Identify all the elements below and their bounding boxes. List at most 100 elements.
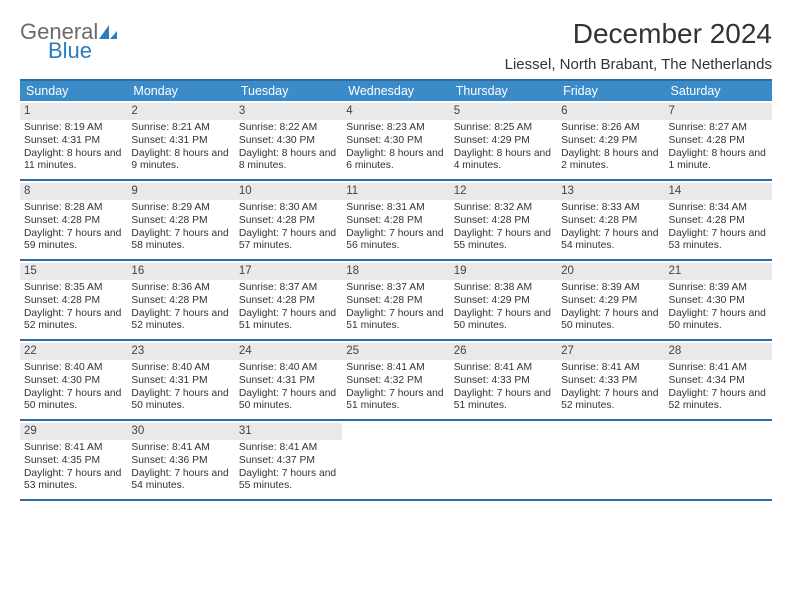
day-number-row: 31 [235, 423, 342, 440]
daylight-text: Daylight: 7 hours and 50 minutes. [561, 308, 660, 334]
sunset-text: Sunset: 4:31 PM [131, 375, 230, 388]
daylight-text: Daylight: 8 hours and 8 minutes. [239, 148, 338, 174]
day-of-week-cell: Monday [127, 81, 234, 101]
daylight-text: Daylight: 7 hours and 50 minutes. [669, 308, 768, 334]
calendar-day: 14Sunrise: 8:34 AMSunset: 4:28 PMDayligh… [665, 181, 772, 259]
sunrise-text: Sunrise: 8:23 AM [346, 122, 445, 135]
calendar-day: 23Sunrise: 8:40 AMSunset: 4:31 PMDayligh… [127, 341, 234, 419]
sunset-text: Sunset: 4:29 PM [454, 135, 553, 148]
day-number: 29 [24, 425, 37, 437]
sunrise-text: Sunrise: 8:40 AM [131, 362, 230, 375]
sunrise-text: Sunrise: 8:33 AM [561, 202, 660, 215]
day-number-row: 12 [450, 183, 557, 200]
daylight-text: Daylight: 7 hours and 51 minutes. [239, 308, 338, 334]
day-number: 13 [561, 185, 574, 197]
calendar-day: 4Sunrise: 8:23 AMSunset: 4:30 PMDaylight… [342, 101, 449, 179]
daylight-text: Daylight: 7 hours and 57 minutes. [239, 228, 338, 254]
calendar-day: 5Sunrise: 8:25 AMSunset: 4:29 PMDaylight… [450, 101, 557, 179]
calendar-day: 25Sunrise: 8:41 AMSunset: 4:32 PMDayligh… [342, 341, 449, 419]
sunset-text: Sunset: 4:30 PM [669, 295, 768, 308]
sunset-text: Sunset: 4:35 PM [24, 455, 123, 468]
day-number-row: 29 [20, 423, 127, 440]
day-number-row: 2 [127, 103, 234, 120]
calendar-day: 16Sunrise: 8:36 AMSunset: 4:28 PMDayligh… [127, 261, 234, 339]
day-number: 23 [131, 345, 144, 357]
daylight-text: Daylight: 7 hours and 52 minutes. [131, 308, 230, 334]
day-of-week-cell: Tuesday [235, 81, 342, 101]
daylight-text: Daylight: 7 hours and 56 minutes. [346, 228, 445, 254]
daylight-text: Daylight: 7 hours and 53 minutes. [24, 468, 123, 494]
daylight-text: Daylight: 7 hours and 51 minutes. [346, 388, 445, 414]
day-number: 28 [669, 345, 682, 357]
logo: General Blue [20, 18, 118, 62]
calendar-day: 17Sunrise: 8:37 AMSunset: 4:28 PMDayligh… [235, 261, 342, 339]
calendar-day: 12Sunrise: 8:32 AMSunset: 4:28 PMDayligh… [450, 181, 557, 259]
calendar: SundayMondayTuesdayWednesdayThursdayFrid… [20, 79, 772, 501]
sunset-text: Sunset: 4:30 PM [239, 135, 338, 148]
daylight-text: Daylight: 7 hours and 52 minutes. [669, 388, 768, 414]
sunset-text: Sunset: 4:33 PM [454, 375, 553, 388]
sunrise-text: Sunrise: 8:22 AM [239, 122, 338, 135]
logo-sail-icon [98, 23, 118, 44]
sunset-text: Sunset: 4:36 PM [131, 455, 230, 468]
sunrise-text: Sunrise: 8:35 AM [24, 282, 123, 295]
day-number-row: 7 [665, 103, 772, 120]
logo-line2: Blue [48, 41, 118, 62]
day-number-row: 20 [557, 263, 664, 280]
calendar-day [557, 421, 664, 499]
daylight-text: Daylight: 7 hours and 55 minutes. [454, 228, 553, 254]
sunset-text: Sunset: 4:28 PM [561, 215, 660, 228]
day-number-row: 22 [20, 343, 127, 360]
calendar-week: 22 Sunrise: 8:40 AM Sunset: 4:30 PM Dayligh… [20, 341, 772, 421]
sunrise-text: Sunrise: 8:29 AM [131, 202, 230, 215]
daylight-text: Daylight: 8 hours and 9 minutes. [131, 148, 230, 174]
day-number: 11 [346, 185, 358, 197]
day-number: 20 [561, 265, 574, 277]
sunset-text: Sunset: 4:29 PM [454, 295, 553, 308]
day-number-row: 11 [342, 183, 449, 200]
daylight-text: Daylight: 7 hours and 54 minutes. [131, 468, 230, 494]
day-number-row: 23 [127, 343, 234, 360]
calendar-day [342, 421, 449, 499]
sunset-text: Sunset: 4:29 PM [561, 295, 660, 308]
day-number-row: 16 [127, 263, 234, 280]
day-number: 15 [24, 265, 37, 277]
day-number: 30 [131, 425, 144, 437]
day-of-week-cell: Sunday [20, 81, 127, 101]
sunset-text: Sunset: 4:28 PM [669, 215, 768, 228]
sunrise-text: Sunrise: 8:31 AM [346, 202, 445, 215]
sunrise-text: Sunrise: 8:41 AM [454, 362, 553, 375]
daylight-text: Daylight: 8 hours and 1 minute. [669, 148, 768, 174]
calendar-week: 15Sunrise: 8:35 AMSunset: 4:28 PMDayligh… [20, 261, 772, 341]
day-number-row: 18 [342, 263, 449, 280]
day-number-row: 9 [127, 183, 234, 200]
day-of-week-row: SundayMondayTuesdayWednesdayThursdayFrid… [20, 81, 772, 101]
day-number: 10 [239, 185, 252, 197]
day-number: 8 [24, 185, 30, 197]
day-number-row: 6 [557, 103, 664, 120]
daylight-text: Daylight: 8 hours and 2 minutes. [561, 148, 660, 174]
calendar-day: 2Sunrise: 8:21 AMSunset: 4:31 PMDaylight… [127, 101, 234, 179]
day-number: 24 [239, 345, 252, 357]
sunset-text: Sunset: 4:30 PM [24, 375, 123, 388]
page-title: December 2024 [505, 18, 772, 50]
calendar-day: 20Sunrise: 8:39 AMSunset: 4:29 PMDayligh… [557, 261, 664, 339]
day-number: 2 [131, 105, 137, 117]
sunrise-text: Sunrise: 8:37 AM [346, 282, 445, 295]
sunset-text: Sunset: 4:32 PM [346, 375, 445, 388]
sunset-text: Sunset: 4:29 PM [561, 135, 660, 148]
calendar-day: 19Sunrise: 8:38 AMSunset: 4:29 PMDayligh… [450, 261, 557, 339]
day-number: 25 [346, 345, 359, 357]
calendar-day: 21Sunrise: 8:39 AMSunset: 4:30 PMDayligh… [665, 261, 772, 339]
day-number-row: 28 [665, 343, 772, 360]
sunrise-text: Sunrise: 8:21 AM [131, 122, 230, 135]
day-number: 26 [454, 345, 467, 357]
day-number-row: 26 [450, 343, 557, 360]
sunrise-text: Sunrise: 8:41 AM [239, 442, 338, 455]
calendar-week: 1Sunrise: 8:19 AMSunset: 4:31 PMDaylight… [20, 101, 772, 181]
calendar-day: 22Sunrise: 8:40 AMSunset: 4:30 PMDayligh… [20, 341, 127, 419]
day-of-week-cell: Wednesday [342, 81, 449, 101]
sunset-text: Sunset: 4:28 PM [346, 215, 445, 228]
day-number: 17 [239, 265, 252, 277]
sunrise-text: Sunrise: 8:40 AM [239, 362, 338, 375]
